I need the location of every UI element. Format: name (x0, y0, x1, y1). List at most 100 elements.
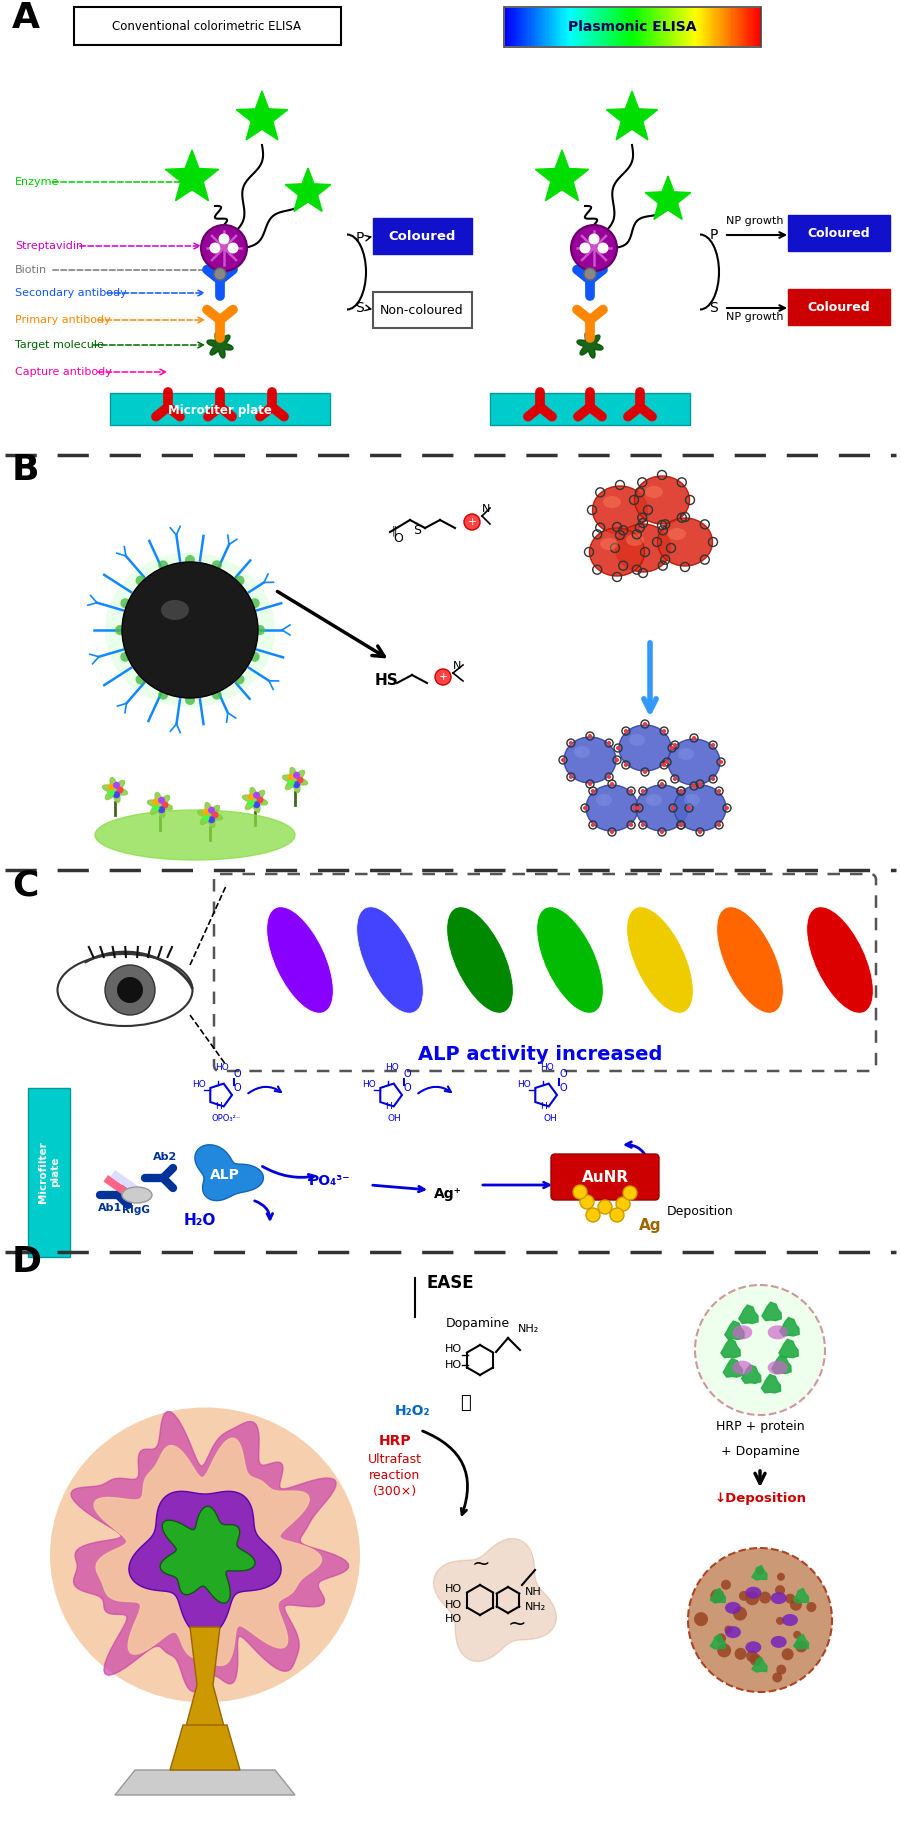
Text: Deposition: Deposition (667, 1205, 733, 1217)
Polygon shape (129, 1491, 281, 1637)
Ellipse shape (745, 1587, 761, 1598)
Text: O: O (404, 1083, 412, 1092)
Text: B: B (12, 452, 40, 487)
Bar (694, 7, 697, 46)
Ellipse shape (646, 794, 662, 805)
Polygon shape (170, 1725, 240, 1769)
Text: HRP + protein: HRP + protein (715, 1420, 805, 1433)
Polygon shape (433, 1539, 557, 1661)
Ellipse shape (122, 1186, 152, 1203)
Bar (643, 7, 646, 46)
Polygon shape (71, 1412, 349, 1692)
Circle shape (777, 1664, 787, 1675)
Polygon shape (195, 1144, 263, 1201)
Bar (104, 1175, 131, 1197)
Bar (705, 7, 708, 46)
Circle shape (673, 743, 677, 747)
Bar (667, 7, 669, 46)
Circle shape (293, 772, 300, 778)
Circle shape (159, 690, 168, 699)
Circle shape (121, 598, 131, 609)
Circle shape (107, 789, 114, 796)
Bar (590, 7, 593, 46)
Bar (753, 7, 757, 46)
Circle shape (588, 782, 592, 785)
Circle shape (698, 782, 702, 785)
Text: D: D (12, 1245, 42, 1278)
Bar (698, 7, 702, 46)
Polygon shape (95, 809, 295, 861)
Ellipse shape (678, 748, 694, 760)
Text: ~: ~ (508, 1615, 526, 1635)
Circle shape (583, 805, 587, 809)
Circle shape (711, 743, 715, 747)
Text: Microfilter
plate: Microfilter plate (38, 1142, 59, 1203)
Ellipse shape (733, 1361, 752, 1376)
Text: Non-coloured: Non-coloured (380, 303, 464, 316)
Circle shape (694, 1613, 708, 1626)
Circle shape (561, 758, 565, 761)
Bar (648, 7, 651, 46)
Circle shape (643, 723, 647, 726)
Bar (703, 7, 705, 46)
Text: Target molecule: Target molecule (15, 340, 104, 349)
Ellipse shape (589, 528, 644, 576)
Ellipse shape (745, 1640, 761, 1653)
Ellipse shape (717, 907, 783, 1013)
Text: Ab1: Ab1 (98, 1203, 123, 1214)
Polygon shape (724, 1359, 742, 1377)
Bar (686, 7, 688, 46)
Text: Microtiter plate: Microtiter plate (168, 403, 272, 416)
Polygon shape (160, 1506, 255, 1604)
Circle shape (571, 224, 617, 270)
Bar (539, 7, 542, 46)
Polygon shape (236, 90, 287, 140)
Polygon shape (115, 1769, 295, 1795)
Bar (743, 7, 746, 46)
Circle shape (569, 774, 573, 780)
Circle shape (293, 782, 300, 789)
Bar (641, 7, 644, 46)
Bar (692, 7, 696, 46)
Circle shape (756, 1567, 764, 1574)
Circle shape (637, 805, 641, 809)
Bar (605, 7, 608, 46)
Ellipse shape (725, 1602, 741, 1615)
Circle shape (671, 805, 675, 809)
Circle shape (117, 977, 143, 1002)
Text: O: O (234, 1068, 241, 1079)
Polygon shape (177, 1526, 233, 1583)
Circle shape (588, 234, 599, 245)
Text: Coloured: Coloured (388, 230, 456, 243)
Circle shape (662, 728, 666, 734)
Circle shape (584, 268, 596, 280)
Bar (514, 7, 516, 46)
Circle shape (662, 763, 666, 767)
Circle shape (158, 805, 165, 813)
Ellipse shape (357, 907, 423, 1013)
Ellipse shape (725, 1626, 741, 1639)
Ellipse shape (634, 476, 689, 524)
Bar (531, 7, 533, 46)
Ellipse shape (733, 1326, 752, 1339)
Bar (509, 7, 513, 46)
Bar (573, 7, 576, 46)
Text: Ag: Ag (639, 1217, 661, 1232)
Polygon shape (577, 333, 603, 359)
Ellipse shape (668, 739, 720, 785)
Polygon shape (721, 1339, 741, 1357)
Circle shape (113, 782, 120, 789)
Polygon shape (185, 1628, 225, 1730)
Circle shape (717, 824, 721, 828)
Bar (664, 7, 668, 46)
Circle shape (660, 829, 664, 835)
Bar (562, 7, 566, 46)
Bar (532, 7, 536, 46)
Circle shape (724, 1626, 733, 1633)
Circle shape (248, 800, 254, 807)
Text: H: H (215, 1102, 222, 1111)
Circle shape (573, 1184, 587, 1199)
Circle shape (607, 741, 611, 745)
Ellipse shape (658, 519, 713, 566)
Ellipse shape (626, 533, 644, 546)
